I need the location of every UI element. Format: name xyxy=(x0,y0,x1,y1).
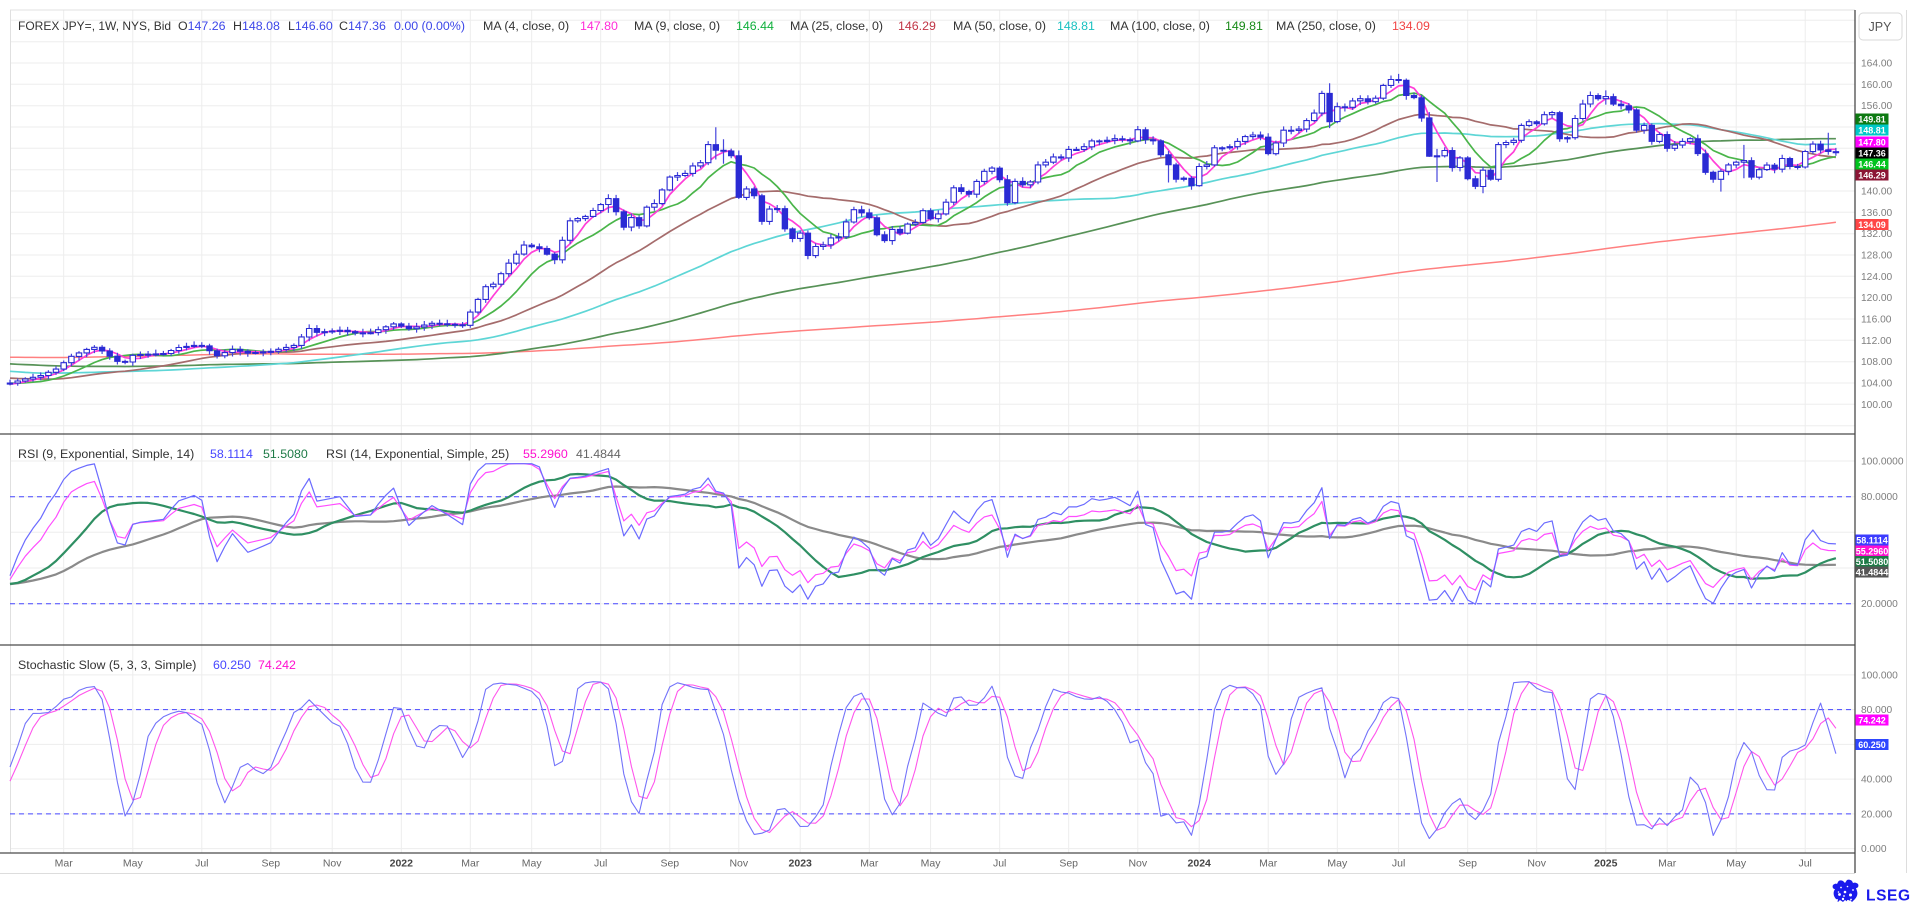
svg-text:RSI (14, Exponential, Simple,: RSI (14, Exponential, Simple, 25) xyxy=(326,447,509,461)
svg-text:20.000: 20.000 xyxy=(1861,809,1892,820)
svg-text:L146.60: L146.60 xyxy=(288,19,333,33)
svg-text:55.2960: 55.2960 xyxy=(523,447,568,461)
svg-text:Sep: Sep xyxy=(1458,858,1477,870)
svg-text:104.00: 104.00 xyxy=(1861,379,1892,390)
svg-text:Nov: Nov xyxy=(729,858,748,870)
svg-text:2023: 2023 xyxy=(789,858,813,870)
svg-text:Sep: Sep xyxy=(660,858,679,870)
svg-text:2022: 2022 xyxy=(390,858,414,870)
svg-text:Jul: Jul xyxy=(993,858,1006,870)
svg-text:MA (50, close, 0): MA (50, close, 0) xyxy=(953,19,1046,33)
svg-text:Stochastic Slow (5, 3, 3, Simp: Stochastic Slow (5, 3, 3, Simple) xyxy=(18,658,196,672)
svg-text:RSI (9, Exponential, Simple, 1: RSI (9, Exponential, Simple, 14) xyxy=(18,447,194,461)
svg-text:40.000: 40.000 xyxy=(1861,775,1892,786)
svg-text:146.29: 146.29 xyxy=(1858,171,1886,181)
svg-text:147.80: 147.80 xyxy=(580,19,618,33)
svg-text:146.44: 146.44 xyxy=(1858,160,1886,170)
svg-text:147.80: 147.80 xyxy=(1858,138,1886,148)
svg-text:58.1114: 58.1114 xyxy=(1856,536,1888,546)
svg-text:MA (9, close, 0): MA (9, close, 0) xyxy=(634,19,720,33)
svg-text:Sep: Sep xyxy=(261,858,280,870)
svg-text:H148.08: H148.08 xyxy=(233,19,280,33)
svg-text:2024: 2024 xyxy=(1188,858,1212,870)
svg-text:58.1114: 58.1114 xyxy=(210,447,253,461)
svg-text:160.00: 160.00 xyxy=(1861,80,1892,91)
svg-text:FOREX JPY=, 1W, NYS, Bid: FOREX JPY=, 1W, NYS, Bid xyxy=(18,19,171,33)
svg-text:74.242: 74.242 xyxy=(258,658,296,672)
svg-text:Mar: Mar xyxy=(860,858,879,870)
svg-text:20.0000: 20.0000 xyxy=(1861,599,1898,610)
svg-text:Mar: Mar xyxy=(55,858,74,870)
svg-text:C147.36: C147.36 xyxy=(339,19,386,33)
svg-text:O147.26: O147.26 xyxy=(178,19,226,33)
svg-text:Jul: Jul xyxy=(1392,858,1405,870)
svg-text:100.0000: 100.0000 xyxy=(1861,457,1904,468)
svg-text:164.00: 164.00 xyxy=(1861,59,1892,70)
svg-text:136.00: 136.00 xyxy=(1861,208,1892,219)
svg-text:74.242: 74.242 xyxy=(1858,716,1886,726)
svg-text:80.000: 80.000 xyxy=(1861,705,1892,716)
svg-text:May: May xyxy=(1327,858,1348,870)
svg-text:148.81: 148.81 xyxy=(1858,126,1886,136)
svg-text:149.81: 149.81 xyxy=(1858,115,1886,125)
svg-text:124.00: 124.00 xyxy=(1861,272,1892,283)
svg-text:112.00: 112.00 xyxy=(1861,336,1892,347)
svg-text:MA (25, close, 0): MA (25, close, 0) xyxy=(790,19,883,33)
svg-text:41.4844: 41.4844 xyxy=(1856,568,1889,578)
svg-text:0.000: 0.000 xyxy=(1861,844,1887,855)
svg-text:May: May xyxy=(921,858,942,870)
svg-text:51.5080: 51.5080 xyxy=(1856,557,1889,567)
svg-text:Nov: Nov xyxy=(1128,858,1147,870)
svg-text:May: May xyxy=(1726,858,1747,870)
svg-text:41.4844: 41.4844 xyxy=(576,447,621,461)
svg-text:146.44: 146.44 xyxy=(736,19,774,33)
svg-text:120.00: 120.00 xyxy=(1861,293,1892,304)
svg-text:147.36: 147.36 xyxy=(1858,149,1886,159)
svg-text:55.2960: 55.2960 xyxy=(1856,547,1889,557)
svg-text:100.00: 100.00 xyxy=(1861,400,1892,411)
svg-text:80.0000: 80.0000 xyxy=(1861,492,1898,503)
svg-text:134.09: 134.09 xyxy=(1392,19,1430,33)
svg-text:140.00: 140.00 xyxy=(1861,187,1892,198)
svg-text:134.09: 134.09 xyxy=(1858,220,1886,230)
svg-text:Mar: Mar xyxy=(1259,858,1278,870)
svg-text:Jul: Jul xyxy=(1798,858,1811,870)
svg-text:Nov: Nov xyxy=(323,858,342,870)
svg-text:Jul: Jul xyxy=(195,858,208,870)
svg-text:156.00: 156.00 xyxy=(1861,101,1892,112)
svg-text:0.00 (0.00%): 0.00 (0.00%) xyxy=(394,19,465,33)
svg-text:Sep: Sep xyxy=(1059,858,1078,870)
svg-text:132.00: 132.00 xyxy=(1861,229,1892,240)
svg-text:100.000: 100.000 xyxy=(1861,670,1898,681)
svg-text:JPY: JPY xyxy=(1869,20,1893,34)
svg-text:Nov: Nov xyxy=(1527,858,1546,870)
svg-text:May: May xyxy=(522,858,543,870)
svg-text:146.29: 146.29 xyxy=(898,19,936,33)
svg-text:LSEG: LSEG xyxy=(1866,888,1911,905)
svg-text:MA (4, close, 0): MA (4, close, 0) xyxy=(483,19,569,33)
svg-text:116.00: 116.00 xyxy=(1861,315,1892,326)
svg-text:128.00: 128.00 xyxy=(1861,251,1892,262)
svg-text:Jul: Jul xyxy=(594,858,607,870)
svg-text:Mar: Mar xyxy=(1658,858,1677,870)
svg-text:51.5080: 51.5080 xyxy=(263,447,308,461)
svg-text:148.81: 148.81 xyxy=(1057,19,1095,33)
svg-text:108.00: 108.00 xyxy=(1861,357,1892,368)
svg-text:Mar: Mar xyxy=(461,858,480,870)
svg-text:60.250: 60.250 xyxy=(1858,740,1886,750)
svg-text:MA (100, close, 0): MA (100, close, 0) xyxy=(1110,19,1210,33)
svg-text:MA (250, close, 0): MA (250, close, 0) xyxy=(1276,19,1376,33)
svg-text:May: May xyxy=(123,858,144,870)
svg-text:149.81: 149.81 xyxy=(1225,19,1263,33)
svg-text:60.250: 60.250 xyxy=(213,658,251,672)
svg-text:2025: 2025 xyxy=(1594,858,1618,870)
